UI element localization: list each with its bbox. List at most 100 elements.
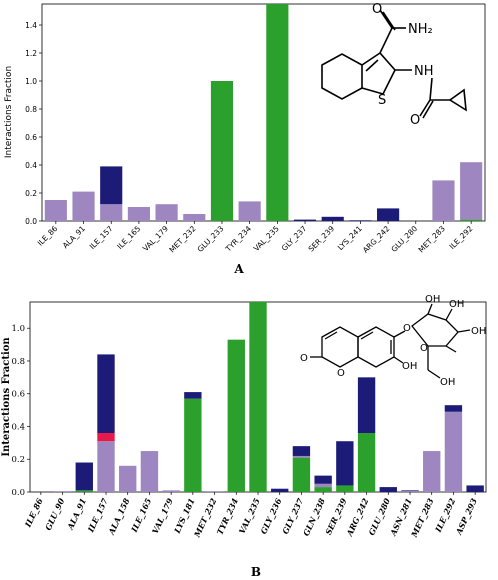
structure-b-labels: O O O OH O OH OH OH OH xyxy=(300,294,486,388)
y-tick-label: 1.2 xyxy=(25,49,37,58)
x-tick-label: ILE_157 xyxy=(85,496,110,534)
bar-water-bridge-ile-165 xyxy=(140,451,159,492)
atom-label: OH xyxy=(402,361,417,372)
x-tick-label: ILE_292 xyxy=(432,496,457,534)
x-tick-label: VAL_179 xyxy=(141,224,170,253)
y-tick-label: 0.4 xyxy=(25,161,37,170)
bar-hydrophobic-ser-239 xyxy=(336,441,354,486)
x-tick-label: MET_232 xyxy=(167,224,197,254)
bar-water-bridge-ile-157 xyxy=(97,441,115,492)
bar-water-bridge-gly-237 xyxy=(292,455,311,458)
y-tick-label: 0.8 xyxy=(11,357,25,367)
chart-a-y-ticks: 0.0 0.2 0.4 0.6 0.8 1.0 1.2 1.4 xyxy=(25,21,42,226)
x-tick-label: ASP_293 xyxy=(453,496,479,537)
x-tick-label: ALA_91 xyxy=(61,224,87,250)
structure-b xyxy=(310,303,471,379)
structure-b-sugar-ring xyxy=(411,313,459,347)
atom-label: O xyxy=(410,113,420,128)
structure-a-cyclohexane xyxy=(321,53,363,100)
bar-hbond-lys-181 xyxy=(184,398,202,492)
x-tick-label: GLU_233 xyxy=(196,224,226,254)
bar-water-bridge-ile-157 xyxy=(100,204,123,221)
bar-water-bridge-ala-91 xyxy=(72,191,95,221)
chart-a-bars xyxy=(44,4,483,222)
x-tick-label: LYS_241 xyxy=(336,224,364,252)
bar-water-bridge-asn-281 xyxy=(401,491,419,492)
bar-hydrophobic-lys-241 xyxy=(349,220,372,222)
bar-hydrophobic-ile-292 xyxy=(444,405,463,412)
bar-hydrophobic-lys-181 xyxy=(184,392,202,399)
bar-hydrophobic-arg-242 xyxy=(357,377,376,434)
bar-water-bridge-met-232 xyxy=(183,214,206,221)
x-tick-label: ILE_86 xyxy=(22,496,45,529)
bar-hydrophobic-gln-238 xyxy=(314,475,332,484)
chart-b-y-axis-title: Interactions Fraction xyxy=(1,337,12,457)
y-tick-label: 0.0 xyxy=(11,488,25,498)
bar-hydrophobic-asp-293 xyxy=(466,485,484,492)
bar-hbond-ile-292 xyxy=(460,219,483,221)
x-tick-label: ILE_157 xyxy=(88,224,115,251)
atom-label: OH xyxy=(449,299,464,310)
bar-water-bridge-ile-86 xyxy=(44,200,67,221)
chart-b: 0.00.20.40.60.81.0 ILE_86GLU_90ALA_91ILE… xyxy=(1,301,487,539)
y-tick-label: 0.0 xyxy=(25,217,37,226)
x-tick-label: MET_283 xyxy=(417,224,447,254)
bar-water-bridge-ile-292 xyxy=(444,411,463,492)
bar-hydrophobic-arg-242 xyxy=(377,208,400,221)
y-tick-label: 0.6 xyxy=(11,390,25,400)
x-tick-label: ARG_242 xyxy=(361,224,392,255)
bar-water-bridge-ile-292 xyxy=(460,162,483,220)
bar-hydrophobic-ala-91 xyxy=(75,462,93,491)
x-tick-label: GLY_237 xyxy=(280,224,309,253)
x-tick-label: VAL_235 xyxy=(252,224,281,253)
bar-water-bridge-met-283 xyxy=(432,180,455,221)
structure-a xyxy=(321,9,467,119)
x-tick-label: ILE_165 xyxy=(115,224,142,251)
bar-hydrophobic-ser-239 xyxy=(321,216,344,221)
bar-hbond-ser-239 xyxy=(336,485,354,492)
x-tick-label: GLU_90 xyxy=(43,496,67,532)
atom-label: O xyxy=(372,2,382,17)
y-tick-label: 0.2 xyxy=(25,189,37,198)
bar-hbond-arg-242 xyxy=(357,433,376,492)
atom-label: O xyxy=(300,353,308,364)
atom-label: O xyxy=(337,368,345,379)
chart-a: 0.0 0.2 0.4 0.6 0.8 1.0 1.2 1.4 ILE_86 ALA_91 ILE… xyxy=(4,3,486,255)
bar-hydrophobic-gly-237 xyxy=(293,219,317,221)
y-tick-label: 1.4 xyxy=(25,21,37,30)
x-tick-label: ALA_91 xyxy=(65,497,89,532)
y-tick-label: 0.2 xyxy=(11,455,25,465)
y-tick-label: 0.8 xyxy=(25,105,37,114)
atom-label: OH xyxy=(471,326,486,337)
chart-a-y-axis-title: Interactions Fraction xyxy=(4,66,14,158)
chart-a-frame xyxy=(41,3,486,222)
atom-label: O xyxy=(403,323,411,334)
bar-hbond-gly-237 xyxy=(292,457,311,492)
bar-water-bridge-val-179 xyxy=(155,204,178,221)
bar-hbond-val-235 xyxy=(249,302,267,492)
bar-ionic-ile-157 xyxy=(97,433,115,442)
bar-water-bridge-gln-238 xyxy=(314,483,332,488)
bar-hbond-gln-238 xyxy=(314,487,332,492)
structure-b-pyranone-ring xyxy=(321,326,359,368)
bar-hbond-ala-91 xyxy=(75,490,93,492)
atom-label: O xyxy=(420,343,428,354)
chart-a-x-ticks: ILE_86 ALA_91 ILE_157 ILE_165VAL_179MET_232… xyxy=(36,221,475,255)
bar-hbond-glu-233 xyxy=(210,81,234,221)
bar-hydrophobic-ile-157 xyxy=(97,354,115,434)
bar-hbond-val-235 xyxy=(266,4,289,221)
y-tick-label: 1.0 xyxy=(25,77,37,86)
y-tick-label: 0.6 xyxy=(25,133,37,142)
atom-label: OH xyxy=(440,377,455,388)
bar-water-bridge-glu-90 xyxy=(53,491,72,492)
x-tick-label: ILE_292 xyxy=(448,224,475,251)
y-tick-label: 1.0 xyxy=(11,324,25,334)
bar-water-bridge-ala-158 xyxy=(119,465,137,492)
panel-a-label: A xyxy=(233,262,244,276)
chart-b-y-ticks: 0.0 0.2 0.4 0.6 0.8 1.0 xyxy=(11,324,30,498)
bar-hydrophobic-gly-237 xyxy=(292,446,311,456)
x-tick-label: GLU_280 xyxy=(389,224,419,254)
panel-b-label: B xyxy=(251,565,261,579)
atom-label: S xyxy=(378,93,386,108)
